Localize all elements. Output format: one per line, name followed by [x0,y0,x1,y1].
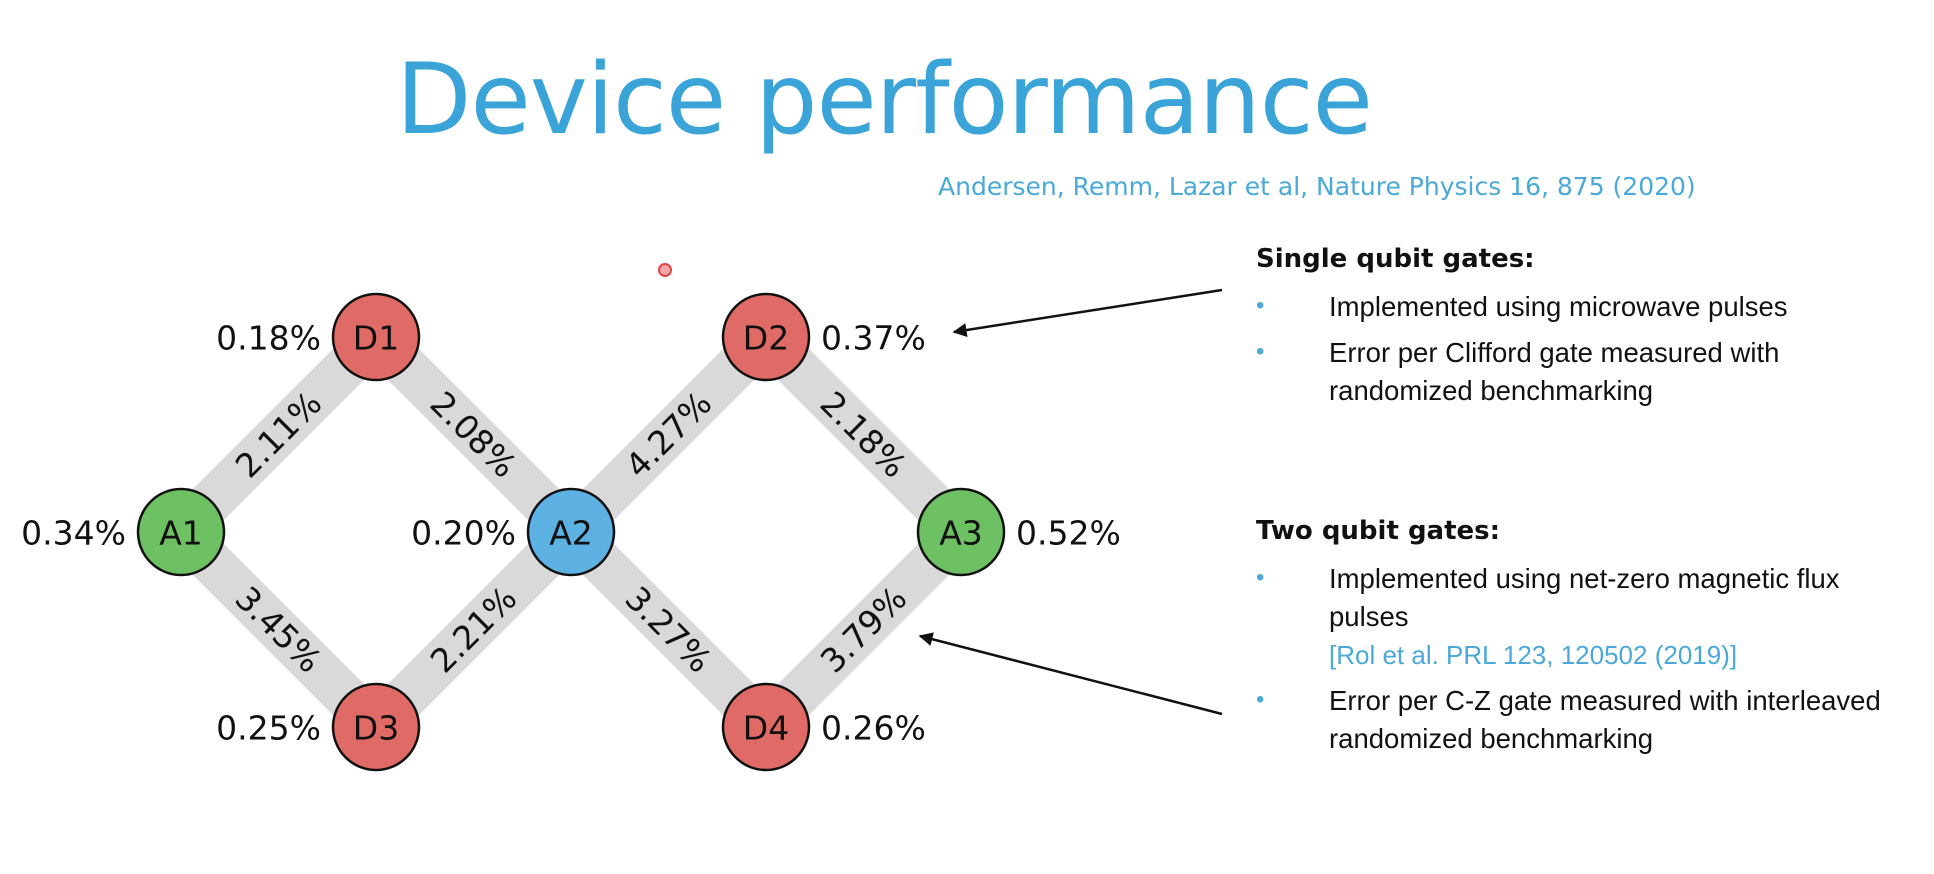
edge-d1-a2 [360,321,587,548]
bullet-icon: • [1256,292,1265,319]
qubit-label: D4 [743,709,789,748]
edge-error-label: 3.27% [618,579,720,681]
edge-error-label: 3.79% [813,579,915,681]
qubit-label: A3 [939,514,983,553]
two-qubit-notes: Two qubit gates: • Implemented using net-… [1256,516,1916,766]
edge-a2-d4 [555,516,782,743]
edge-error-label: 2.21% [423,579,525,681]
edge-d2-a3 [750,321,977,548]
single-qubit-arrow [952,288,1223,337]
qubit-node-d2 [721,292,811,382]
laser-pointer-dot [658,263,672,277]
qubit-error-label: 0.18% [216,319,321,358]
edge-a1-d3 [165,516,392,743]
qubit-node-d4 [721,682,811,772]
edge-error-label: 2.18% [813,384,915,486]
qubit-label: D2 [743,319,789,358]
nodes-layer: D1 0.18% D2 0.37% A1 0.34% A2 0.20% A3 0.52% D3 0.2… [21,292,1121,772]
qubit-node-d1 [331,292,421,382]
edge-d4-a3 [750,516,977,743]
edge-error-label: 2.08% [423,384,525,486]
qubit-label: D1 [353,319,399,358]
qubit-label: D3 [353,709,399,748]
two-qubit-arrow [918,632,1223,716]
qubit-label: A2 [549,514,593,553]
bullet-icon: • [1256,686,1265,713]
single-qubit-notes: Single qubit gates: • Implemented using m… [1256,244,1916,418]
qubit-error-label: 0.26% [821,709,926,748]
qubit-label: A1 [159,514,203,553]
arrows-layer [918,288,1223,716]
edge-error-label: 3.45% [228,579,330,681]
qubit-node-a2 [526,487,616,577]
edge-d3-a2 [360,516,587,743]
edge-error-label: 4.27% [618,384,720,486]
edge-a2-d2 [555,321,782,548]
list-item: • Implemented using net-zero magnetic flu… [1256,560,1916,674]
two-qubit-heading: Two qubit gates: [1256,516,1501,546]
qubit-error-label: 0.20% [411,514,516,553]
reference-link[interactable]: [Rol et al. PRL 123, 120502 (2019)] [1329,640,1738,670]
edge-a1-d1 [165,321,392,548]
qubit-error-label: 0.37% [821,319,926,358]
bullet-icon: • [1256,338,1265,365]
qubit-error-label: 0.25% [216,709,321,748]
list-item: • Error per Clifford gate measured with r… [1256,334,1916,410]
qubit-error-label: 0.52% [1016,514,1121,553]
slide-title: Device performance [396,43,1373,157]
list-item: • Implemented using microwave pulses [1256,288,1916,326]
qubit-node-d3 [331,682,421,772]
single-qubit-heading: Single qubit gates: [1256,244,1535,274]
edge-error-label: 2.11% [228,384,330,486]
qubit-node-a1 [136,487,226,577]
bullet-icon: • [1256,564,1265,591]
qubit-error-label: 0.34% [21,514,126,553]
list-item: • Error per C-Z gate measured with interl… [1256,682,1916,758]
citation: Andersen, Remm, Lazar et al, Nature Phys… [938,172,1696,201]
qubit-node-a3 [916,487,1006,577]
